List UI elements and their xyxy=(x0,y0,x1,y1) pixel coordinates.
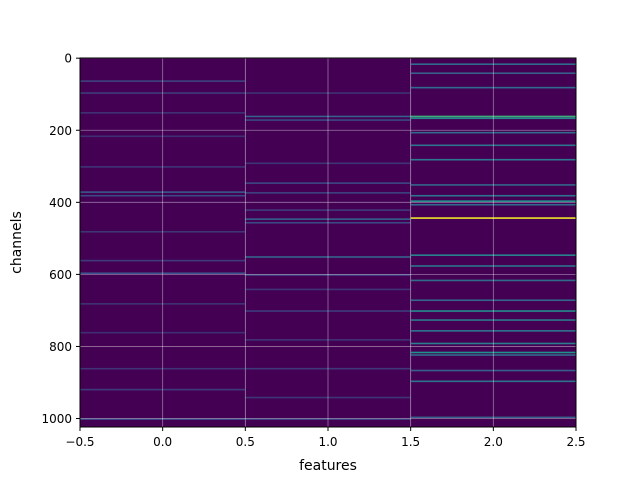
heatmap-cell xyxy=(410,310,576,312)
heatmap-cell xyxy=(410,115,576,118)
heatmap-cell xyxy=(410,217,576,219)
x-axis-label: features xyxy=(299,458,357,474)
heatmap-cell xyxy=(80,367,246,370)
x-tick-label: 1.5 xyxy=(401,435,420,449)
y-axis-label: channels xyxy=(9,211,25,274)
heatmap-cell xyxy=(410,184,576,186)
heatmap-cell xyxy=(245,218,411,220)
heatmap-cell xyxy=(410,158,576,161)
heatmap-cell xyxy=(410,117,576,120)
y-tick-label: 0 xyxy=(64,52,72,66)
heatmap-cell xyxy=(245,256,411,258)
heatmap-cell xyxy=(80,166,246,168)
heatmap-cell xyxy=(410,351,576,354)
heatmap-cell xyxy=(245,209,411,211)
heatmap-cell xyxy=(245,288,411,291)
heatmap-cell xyxy=(410,416,576,419)
x-tick-label: 2.5 xyxy=(566,435,585,449)
heatmap-cell xyxy=(245,339,411,341)
x-tick-label: 2.0 xyxy=(484,435,503,449)
x-axis-ticks: −0.5 0.0 0.5 1.0 1.5 2.0 2.5 xyxy=(65,427,586,449)
heatmap-cell xyxy=(80,194,246,197)
heatmap-cell xyxy=(80,418,246,420)
heatmap-cell xyxy=(410,380,576,383)
heatmap-cell xyxy=(245,119,411,121)
x-tick-label: −0.5 xyxy=(65,435,94,449)
heatmap-cell xyxy=(80,230,246,233)
heatmap-cell xyxy=(410,194,576,197)
heatmap-cell xyxy=(80,259,246,262)
heatmap-cell xyxy=(410,354,576,356)
heatmap-cell xyxy=(410,86,576,89)
heatmap-cell xyxy=(410,63,576,66)
heatmap-cell xyxy=(410,369,576,372)
x-tick-label: 1.0 xyxy=(318,435,337,449)
heatmap-column-2 xyxy=(410,58,576,427)
heatmap-cell xyxy=(80,80,246,82)
heatmap-cell xyxy=(245,115,411,118)
heatmap-cell xyxy=(410,330,576,332)
heatmap-cell xyxy=(245,310,411,312)
heatmap-column-0 xyxy=(80,58,246,427)
y-tick-label: 800 xyxy=(49,340,72,354)
heatmap-cell xyxy=(80,272,246,275)
heatmap-cell xyxy=(245,92,411,94)
heatmap-cell xyxy=(245,396,411,399)
heatmap-cell xyxy=(410,342,576,345)
heatmap-cells xyxy=(80,58,576,427)
y-tick-label: 400 xyxy=(49,196,72,210)
y-axis-ticks: 0 200 400 600 800 1000 xyxy=(41,52,80,426)
heatmap-cell xyxy=(80,388,246,391)
heatmap-cell xyxy=(410,265,576,267)
heatmap-cell xyxy=(410,131,576,134)
heatmap-cell xyxy=(245,221,411,224)
x-tick-label: 0.5 xyxy=(236,435,255,449)
heatmap-cell xyxy=(80,92,246,94)
y-tick-label: 200 xyxy=(49,124,72,138)
heatmap-cell xyxy=(80,191,246,193)
heatmap-cell xyxy=(80,303,246,305)
heatmap-cell xyxy=(245,418,411,420)
x-tick-label: 0.0 xyxy=(153,435,172,449)
heatmap-cell xyxy=(410,144,576,147)
heatmap-cell xyxy=(410,299,576,302)
heatmap-cell xyxy=(245,192,411,194)
heatmap-cell xyxy=(410,279,576,282)
heatmap-cell xyxy=(410,319,576,321)
y-tick-label: 1000 xyxy=(41,412,72,426)
heatmap-cell xyxy=(410,72,576,75)
heatmap-cell xyxy=(80,331,246,334)
y-tick-label: 600 xyxy=(49,268,72,282)
heatmap-cell xyxy=(410,203,576,206)
heatmap-cell xyxy=(245,274,411,276)
heatmap-cell xyxy=(245,367,411,370)
heatmap-cell xyxy=(410,200,576,202)
heatmap-cell xyxy=(80,135,246,138)
heatmap-cell xyxy=(410,254,576,256)
heatmap-cell xyxy=(245,162,411,165)
heatmap-cell xyxy=(245,182,411,184)
heatmap-cell xyxy=(80,112,246,114)
